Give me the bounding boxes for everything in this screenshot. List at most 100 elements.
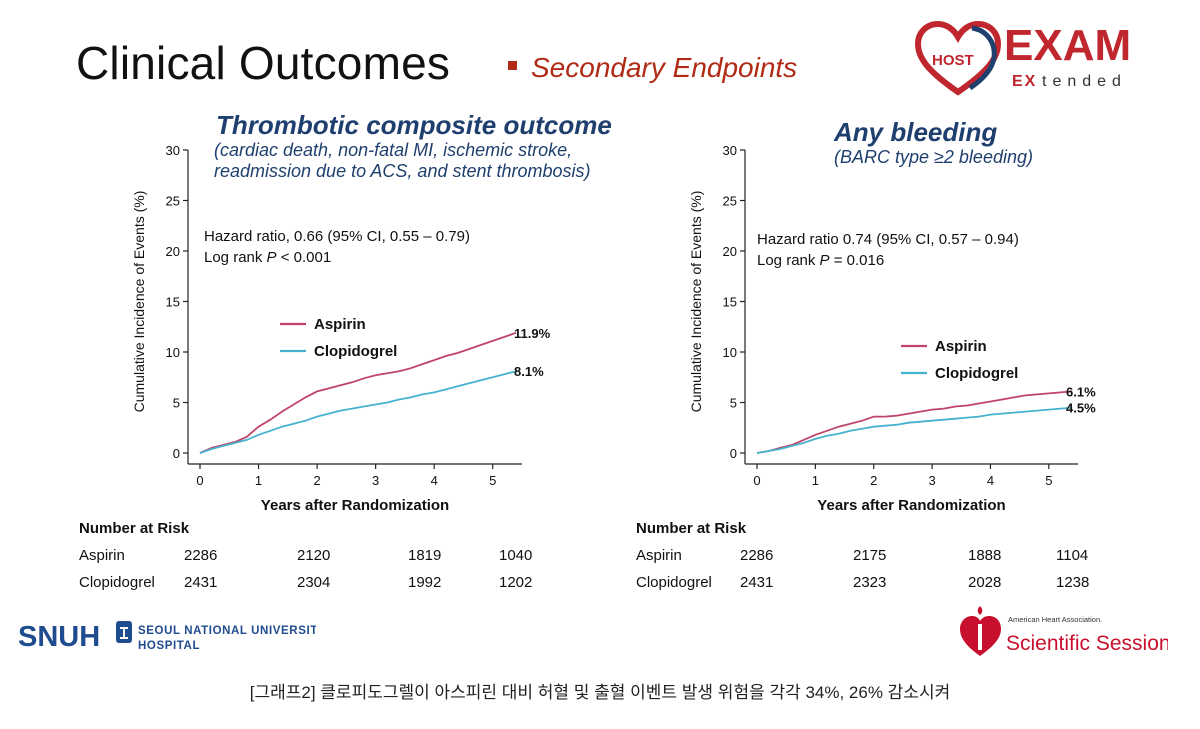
- risk-cell: 2175: [853, 547, 887, 564]
- risk-cell: 2304: [297, 574, 331, 591]
- y-tick-label: 30: [166, 143, 180, 158]
- x-tick-label: 2: [313, 473, 320, 488]
- y-tick-label: 15: [723, 295, 737, 310]
- series-line-aspirin: [756, 390, 1073, 454]
- aha-scientific-sessions-logo: American Heart Association. Scientific S…: [960, 606, 1168, 656]
- y-tick-label: 20: [166, 244, 180, 259]
- y-tick-label: 10: [166, 345, 180, 360]
- x-axis-label: Years after Randomization: [817, 497, 1005, 514]
- y-axis-label: Cumulative Incidence of Events (%): [131, 191, 147, 413]
- page-subtitle-text: Secondary Endpoints: [531, 52, 798, 83]
- risk-cell: 1238: [1056, 574, 1090, 591]
- x-tick-label: 1: [255, 473, 262, 488]
- chart2-subtitle: (BARC type ≥2 bleeding): [834, 147, 1033, 168]
- x-tick-label: 1: [812, 473, 819, 488]
- chart1-risk-label-aspirin: Aspirin: [79, 547, 125, 564]
- chart1-subtitle: (cardiac death, non-fatal MI, ischemic s…: [214, 140, 591, 182]
- chart2-log-rank: Log rank P = 0.016: [757, 250, 1019, 271]
- chart2-risk-label-clopidogrel: Clopidogrel: [636, 574, 712, 591]
- series-line-aspirin: [199, 331, 517, 454]
- chart2-log-rank-value: = 0.016: [829, 252, 885, 269]
- risk-cell: 1104: [1056, 547, 1089, 564]
- legend-label: Aspirin: [314, 316, 366, 333]
- legend-label: Clopidogrel: [314, 343, 397, 360]
- risk-cell: 1040: [499, 547, 533, 564]
- risk-cell: 1202: [499, 574, 533, 591]
- y-tick-label: 5: [173, 396, 180, 411]
- series-line-clopidogrel: [756, 406, 1073, 454]
- chart2-risk-header: Number at Risk: [636, 520, 747, 537]
- chart1-title: Thrombotic composite outcome: [216, 110, 612, 140]
- x-tick-label: 3: [372, 473, 379, 488]
- legend-label: Aspirin: [935, 338, 987, 355]
- end-value-label: 11.9%: [514, 326, 551, 341]
- heart-logo-icon: [914, 20, 1002, 96]
- snuh-mark-text: SNUH: [18, 621, 100, 653]
- risk-cell: 2431: [740, 574, 774, 591]
- chart1-risk-label-clopidogrel: Clopidogrel: [79, 574, 155, 591]
- y-tick-label: 5: [730, 396, 737, 411]
- end-value-label: 4.5%: [1066, 401, 1096, 416]
- chart1-log-rank: Log rank P < 0.001: [204, 247, 470, 268]
- x-axis-label: Years after Randomization: [261, 497, 449, 514]
- chart2-stats: Hazard ratio 0.74 (95% CI, 0.57 – 0.94) …: [757, 229, 1019, 271]
- chart2-log-rank-p: P: [819, 252, 830, 269]
- y-tick-label: 25: [166, 194, 180, 209]
- page-subtitle: Secondary Endpoints: [508, 52, 797, 84]
- logo-exam-text: EXAM: [1004, 21, 1131, 70]
- host-exam-logo: HOST EXAM EX tended: [914, 20, 1131, 96]
- x-tick-label: 4: [987, 473, 994, 488]
- chart1-log-rank-p: P: [266, 249, 277, 266]
- chart1-hazard-ratio: Hazard ratio, 0.66 (95% CI, 0.55 – 0.79): [204, 228, 470, 245]
- chart1-log-rank-value: < 0.001: [276, 249, 332, 266]
- y-tick-label: 25: [723, 194, 737, 209]
- x-tick-label: 0: [196, 473, 203, 488]
- x-tick-label: 0: [753, 473, 760, 488]
- chart1-plot: 0 5 10 15 20 25 30 0 1 2 3 4 5 Years after Randomizat…: [131, 143, 551, 514]
- y-tick-label: 20: [723, 244, 737, 259]
- x-tick-label: 4: [431, 473, 438, 488]
- y-axis-label: Cumulative Incidence of Events (%): [688, 191, 704, 413]
- legend-label: Clopidogrel: [935, 365, 1018, 382]
- chart1-subtitle-line1: (cardiac death, non-fatal MI, ischemic s…: [214, 140, 573, 160]
- chart1-log-rank-prefix: Log rank: [204, 249, 267, 266]
- series-line-clopidogrel: [199, 370, 517, 454]
- aha-small-text: American Heart Association.: [1008, 615, 1102, 624]
- y-tick-label: 0: [730, 446, 737, 461]
- bullet-square: [508, 61, 517, 71]
- x-tick-label: 5: [1045, 473, 1052, 488]
- chart2-log-rank-prefix: Log rank: [757, 252, 820, 269]
- x-tick-label: 2: [870, 473, 877, 488]
- risk-cell: 1888: [968, 547, 1002, 564]
- chart2-subtitle-line1: (BARC type ≥2 bleeding): [834, 147, 1033, 167]
- chart1-stats: Hazard ratio, 0.66 (95% CI, 0.55 – 0.79)…: [204, 226, 470, 268]
- aha-large-text: Scientific Sessions: [1006, 632, 1168, 655]
- y-tick-label: 10: [723, 345, 737, 360]
- risk-cell: 2286: [740, 547, 774, 564]
- risk-cell: 1992: [408, 574, 442, 591]
- end-value-label: 8.1%: [514, 364, 544, 379]
- y-tick-label: 0: [173, 446, 180, 461]
- y-tick-label: 15: [166, 295, 180, 310]
- snuh-line2-text: HOSPITAL: [138, 640, 200, 652]
- chart1-risk-header: Number at Risk: [79, 520, 190, 537]
- chart1-subtitle-line2: readmission due to ACS, and stent thromb…: [214, 161, 591, 181]
- risk-cell: 1819: [408, 547, 442, 564]
- logo-tended-text: tended: [1042, 73, 1127, 90]
- x-tick-label: 5: [489, 473, 496, 488]
- risk-cell: 2028: [968, 574, 1002, 591]
- x-tick-label: 3: [928, 473, 935, 488]
- logo-host-text: HOST: [932, 52, 974, 69]
- chart2-plot: 0 5 10 15 20 25 30 0 1 2 3 4 5 Years after Randomizat…: [688, 143, 1096, 514]
- figure-caption: [그래프2] 클로피도그렐이 아스피린 대비 허혈 및 출혈 이벤트 발생 위험…: [249, 683, 951, 702]
- snuh-logo: SNUH SEOUL NATIONAL UNIVERSITY HOSPITAL: [18, 621, 316, 653]
- risk-cell: 2286: [184, 547, 218, 564]
- page-title: Clinical Outcomes: [76, 37, 451, 89]
- risk-cell: 2431: [184, 574, 218, 591]
- y-tick-label: 30: [723, 143, 737, 158]
- risk-cell: 2120: [297, 547, 331, 564]
- snuh-line1-text: SEOUL NATIONAL UNIVERSITY: [138, 625, 316, 637]
- chart2-hazard-ratio: Hazard ratio 0.74 (95% CI, 0.57 – 0.94): [757, 231, 1019, 248]
- risk-cell: 2323: [853, 574, 887, 591]
- chart2-risk-label-aspirin: Aspirin: [636, 547, 682, 564]
